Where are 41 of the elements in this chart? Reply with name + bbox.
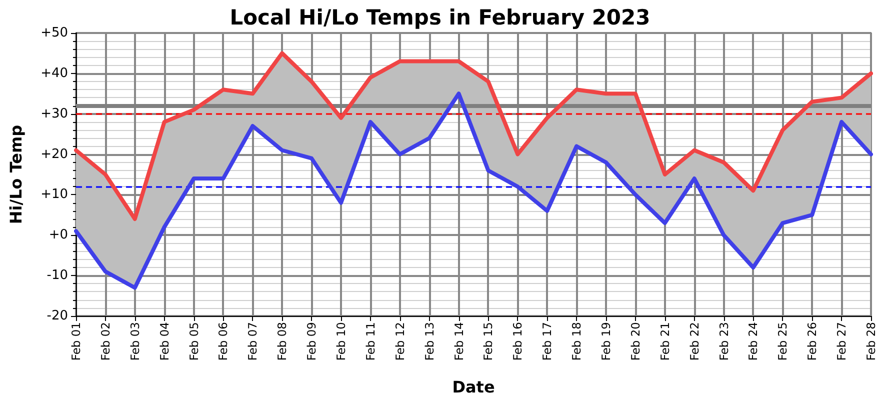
x-tick-label: Feb 18 — [570, 322, 584, 361]
y-tick-label: +10 — [40, 187, 68, 202]
x-axis-title: Date — [452, 378, 495, 396]
x-tick-label: Feb 15 — [481, 322, 496, 361]
line-series — [74, 51, 873, 221]
x-tick-label: Feb 26 — [805, 322, 820, 361]
x-tick-label: Feb 27 — [834, 322, 849, 361]
x-tick-label: Feb 16 — [510, 322, 525, 361]
y-tick-label: +20 — [40, 146, 68, 162]
x-tick-label: Feb 14 — [452, 322, 466, 361]
y-tick-label: -20 — [46, 308, 68, 324]
y-tick-label: +30 — [40, 106, 68, 122]
x-tick-label: Feb 19 — [599, 322, 613, 361]
y-tick-label: -10 — [46, 268, 68, 284]
x-tick-label: Feb 03 — [128, 322, 142, 361]
x-tick-label: Feb 06 — [216, 322, 230, 361]
x-tick-label: Feb 07 — [246, 322, 260, 361]
line-series — [74, 92, 873, 290]
x-tick-label: Feb 05 — [186, 322, 201, 361]
x-tick-label: Feb 11 — [363, 322, 378, 361]
y-axis-title: Hi/Lo Temp — [6, 124, 26, 224]
x-tick-label: Feb 25 — [776, 322, 790, 361]
x-tick-label: Feb 10 — [334, 322, 348, 361]
x-tick-label: Feb 24 — [746, 322, 760, 361]
x-tick-label: Feb 09 — [304, 322, 319, 361]
x-tick-label: Feb 08 — [275, 322, 290, 361]
y-tick-label: +50 — [40, 26, 68, 40]
x-tick-label: Feb 02 — [98, 322, 112, 361]
x-tick-label: Feb 23 — [716, 322, 731, 361]
chart-title: Local Hi/Lo Temps in February 2023 — [230, 6, 650, 30]
x-tick-label: Feb 13 — [422, 322, 436, 361]
x-tick-label: Feb 20 — [628, 322, 642, 361]
x-tick-label: Feb 28 — [864, 322, 878, 361]
x-tick-label: Feb 12 — [392, 322, 407, 361]
x-tick-label: Feb 22 — [687, 322, 702, 361]
x-tick-label: Feb 01 — [69, 322, 83, 361]
y-tick-label: +40 — [40, 66, 68, 81]
y-tick-label: +0 — [48, 228, 68, 243]
x-tick-label: Feb 21 — [658, 322, 672, 361]
x-tick-label: Feb 04 — [157, 322, 172, 361]
x-tick-label: Feb 17 — [540, 322, 554, 361]
